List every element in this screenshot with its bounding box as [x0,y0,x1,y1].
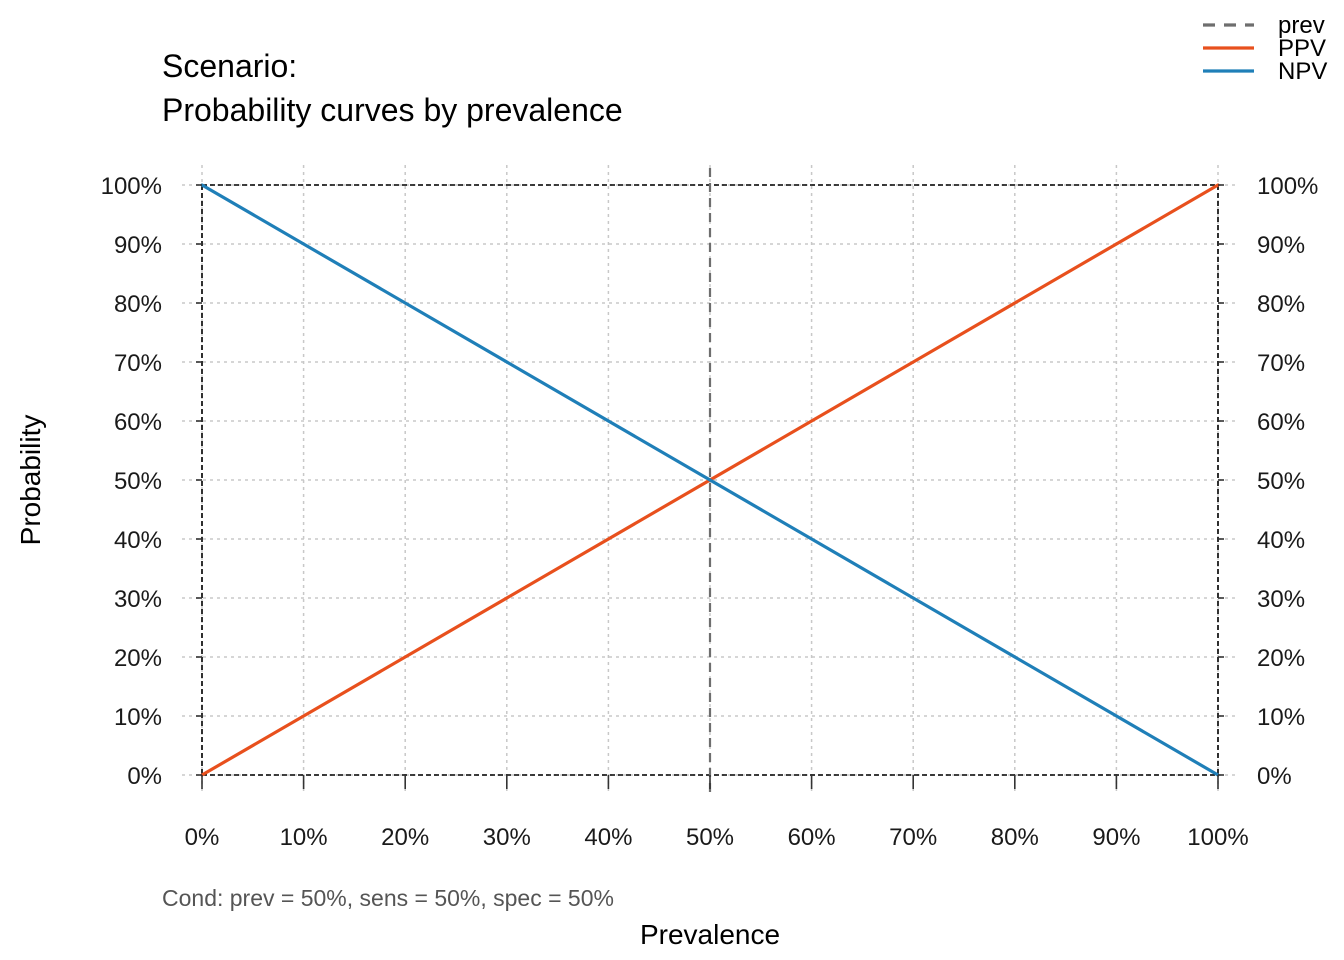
x-tick-label: 90% [1092,824,1140,851]
y-tick-label-right: 10% [1257,704,1305,731]
y-tick-label-left: 0% [127,763,162,790]
y-tick-label-right: 20% [1257,645,1305,672]
series-lines [200,168,1220,795]
y-tick-label-left: 80% [114,291,162,318]
y-tick-label-right: 30% [1257,586,1305,613]
x-tick-label: 10% [280,824,328,851]
y-tick-label-right: 0% [1257,763,1292,790]
chart-title-line2: Probability curves by prevalence [162,92,623,128]
y-tick-label-left: 70% [114,350,162,377]
legend-label-npv: NPV [1278,58,1327,85]
legend-label-prev: prev [1278,12,1325,39]
y-tick-label-right: 70% [1257,350,1305,377]
y-tick-label-left: 10% [114,704,162,731]
y-axis-label: Probability [15,415,46,546]
y-tick-label-right: 90% [1257,232,1305,259]
y-tick-label-right: 80% [1257,291,1305,318]
y-tick-label-left: 20% [114,645,162,672]
y-tick-label-left: 30% [114,586,162,613]
y-tick-label-left: 100% [101,173,162,200]
y-tick-label-right: 50% [1257,468,1305,495]
legend-label-ppv: PPV [1278,35,1326,62]
x-tick-label: 60% [788,824,836,851]
y-tick-label-right: 40% [1257,527,1305,554]
x-tick-label: 0% [185,824,220,851]
npv-line [200,183,1220,777]
y-tick-label-left: 60% [114,409,162,436]
y-tick-label-left: 50% [114,468,162,495]
x-tick-label: 70% [889,824,937,851]
x-tick-label: 80% [991,824,1039,851]
y-tick-label-left: 40% [114,527,162,554]
x-axis-label: Prevalence [640,919,780,950]
x-tick-label: 20% [381,824,429,851]
y-tick-label-right: 60% [1257,409,1305,436]
x-tick-label: 40% [584,824,632,851]
x-tick-label: 50% [686,824,734,851]
x-tick-label: 100% [1187,824,1248,851]
condition-caption: Cond: prev = 50%, sens = 50%, spec = 50% [162,885,614,911]
y-tick-label-left: 90% [114,232,162,259]
axis-ticks: 0% 10% 20% 30% 40% 50% 60% 70% 80% 90% 100% 0% 0% 10%… [101,173,1319,851]
chart-title-line1: Scenario: [162,48,297,84]
x-tick-label: 30% [483,824,531,851]
y-tick-label-right: 100% [1257,173,1318,200]
